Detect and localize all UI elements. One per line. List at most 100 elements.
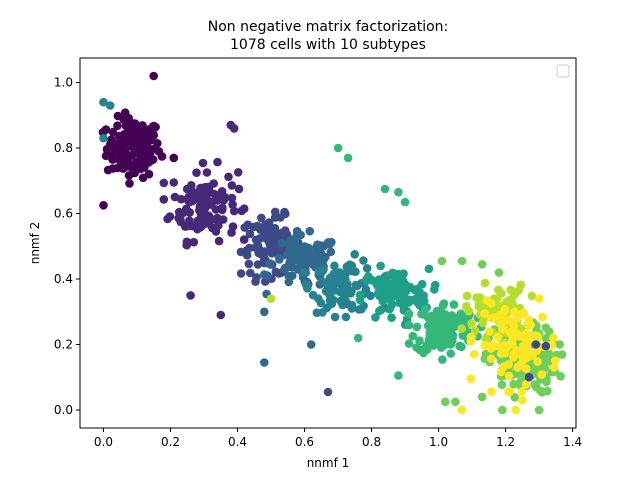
scatter-point bbox=[160, 179, 169, 188]
scatter-point bbox=[201, 183, 210, 192]
scatter-point bbox=[150, 122, 159, 131]
scatter-point bbox=[487, 387, 496, 396]
scatter-point bbox=[331, 313, 340, 322]
scatter-point bbox=[398, 274, 407, 283]
scatter-point bbox=[192, 168, 201, 177]
scatter-point bbox=[470, 350, 479, 359]
scatter-point bbox=[498, 380, 507, 389]
scatter-point bbox=[319, 266, 328, 275]
scatter-point bbox=[400, 302, 409, 311]
scatter-point bbox=[213, 158, 222, 167]
scatter-point bbox=[283, 251, 292, 260]
scatter-point bbox=[409, 332, 418, 341]
scatter-point bbox=[363, 264, 372, 273]
scatter-point bbox=[228, 194, 237, 203]
scatter-point bbox=[296, 252, 305, 261]
scatter-point bbox=[177, 195, 186, 204]
scatter-point bbox=[504, 387, 513, 396]
scatter-point bbox=[353, 281, 362, 290]
y-tick-label: 0.6 bbox=[54, 207, 73, 221]
y-tick-label: 0.2 bbox=[54, 338, 73, 352]
scatter-point bbox=[542, 334, 551, 343]
scatter-point bbox=[127, 128, 136, 137]
scatter-point bbox=[342, 313, 351, 322]
scatter-point bbox=[175, 208, 184, 217]
scatter-point bbox=[376, 262, 385, 271]
scatter-point bbox=[513, 330, 522, 339]
scatter-point bbox=[185, 216, 194, 225]
scatter-point bbox=[431, 325, 440, 334]
scatter-point bbox=[325, 240, 334, 249]
scatter-point bbox=[401, 198, 410, 207]
scatter-point bbox=[302, 280, 311, 289]
scatter-point bbox=[227, 228, 236, 237]
scatter-point bbox=[500, 341, 509, 350]
scatter-point bbox=[356, 296, 365, 305]
y-tick-label: 0.8 bbox=[54, 141, 73, 155]
x-tick-label: 0.0 bbox=[94, 435, 113, 449]
scatter-point bbox=[405, 310, 414, 319]
scatter-point bbox=[525, 316, 534, 325]
scatter-point bbox=[505, 372, 514, 381]
y-axis-label: nnmf 2 bbox=[28, 222, 42, 265]
scatter-point bbox=[405, 321, 414, 330]
scatter-point bbox=[111, 140, 120, 149]
scatter-point bbox=[265, 259, 274, 268]
scatter-point bbox=[430, 285, 439, 294]
scatter-point bbox=[160, 195, 169, 204]
scatter-point bbox=[269, 227, 278, 236]
scatter-point bbox=[317, 249, 326, 258]
scatter-point bbox=[228, 181, 237, 190]
scatter-point bbox=[525, 373, 534, 382]
scatter-point bbox=[451, 398, 460, 407]
scatter-point bbox=[330, 262, 339, 271]
scatter-point bbox=[505, 296, 514, 305]
scatter-point bbox=[196, 196, 205, 205]
scatter-point bbox=[535, 406, 544, 415]
scatter-point bbox=[425, 265, 434, 274]
scatter-point bbox=[532, 340, 541, 349]
scatter-point bbox=[187, 186, 196, 195]
scatter-point bbox=[438, 257, 447, 266]
legend-box bbox=[557, 65, 569, 77]
scatter-point bbox=[300, 268, 309, 277]
scatter-point bbox=[505, 316, 514, 325]
scatter-point bbox=[359, 256, 368, 265]
scatter-point bbox=[438, 355, 447, 364]
scatter-point bbox=[478, 393, 487, 402]
scatter-point bbox=[309, 291, 318, 300]
scatter-point bbox=[224, 173, 233, 182]
scatter-point bbox=[318, 277, 327, 286]
scatter-point bbox=[345, 287, 354, 296]
scatter-point bbox=[514, 286, 523, 295]
scatter-point bbox=[418, 280, 427, 289]
scatter-point bbox=[135, 146, 144, 155]
scatter-point bbox=[237, 269, 246, 278]
scatter-point bbox=[497, 320, 506, 329]
scatter-point bbox=[125, 179, 134, 188]
scatter-point bbox=[234, 168, 243, 177]
scatter-point bbox=[261, 221, 270, 230]
scatter-point bbox=[136, 157, 145, 166]
scatter-point bbox=[555, 340, 564, 349]
scatter-point bbox=[520, 349, 529, 358]
scatter-point bbox=[375, 307, 384, 316]
y-tick-label: 1.0 bbox=[54, 76, 73, 90]
scatter-point bbox=[184, 207, 193, 216]
scatter-point bbox=[386, 304, 395, 313]
scatter-point bbox=[495, 268, 504, 277]
scatter-point bbox=[218, 204, 227, 213]
scatter-point bbox=[521, 330, 530, 339]
scatter-point bbox=[193, 225, 202, 234]
y-tick-label: 0.4 bbox=[54, 272, 73, 286]
scatter-point bbox=[528, 292, 537, 301]
scatter-point bbox=[351, 267, 360, 276]
scatter-point bbox=[328, 299, 337, 308]
x-tick-label: 1.4 bbox=[563, 435, 582, 449]
scatter-point bbox=[144, 152, 153, 161]
scatter-point bbox=[387, 294, 396, 303]
scatter-point bbox=[513, 363, 522, 372]
scatter-point bbox=[381, 185, 390, 194]
scatter-point bbox=[230, 207, 239, 216]
